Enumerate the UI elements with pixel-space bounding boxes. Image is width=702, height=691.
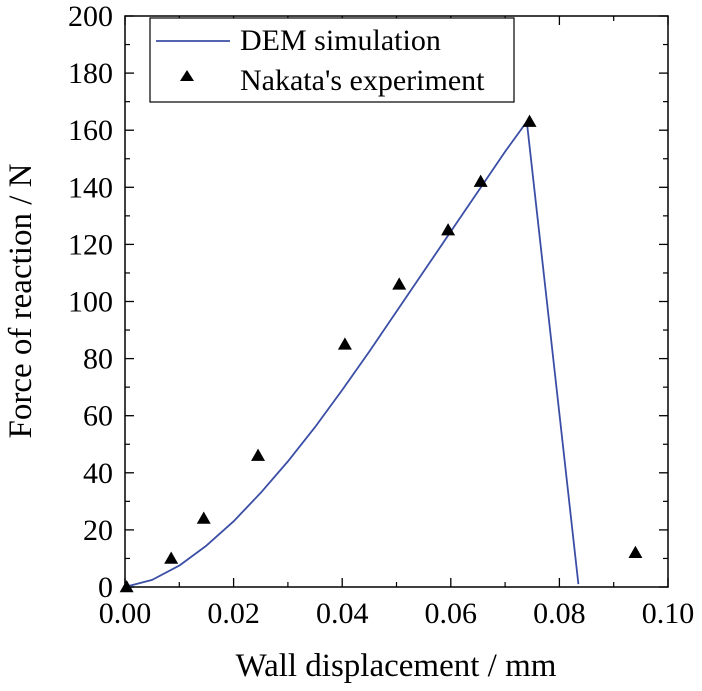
legend-triangle-marker bbox=[180, 70, 194, 81]
y-tick-label: 20 bbox=[83, 514, 113, 547]
experiment-point-marker bbox=[473, 174, 488, 187]
y-tick-label: 200 bbox=[68, 0, 113, 33]
x-tick-label: 0.00 bbox=[99, 597, 152, 630]
y-tick-label: 60 bbox=[83, 400, 113, 433]
x-tick-label: 0.06 bbox=[425, 597, 478, 630]
x-tick-labels: 0.00 0.02 0.04 0.06 0.08 0.10 bbox=[99, 597, 695, 630]
x-tick-label: 0.04 bbox=[316, 597, 369, 630]
y-axis-title: Force of reaction / N bbox=[3, 163, 39, 438]
legend-label-nakata-experiment: Nakata's experiment bbox=[240, 64, 485, 97]
y-tick-label: 140 bbox=[68, 171, 113, 204]
y-tick-label: 120 bbox=[68, 228, 113, 261]
experiment-point-marker bbox=[337, 337, 352, 350]
y-tick-label: 160 bbox=[68, 114, 113, 147]
y-tick-labels: 0 20 40 60 80 100 120 140 160 180 200 bbox=[68, 0, 113, 604]
y-tick-label: 0 bbox=[98, 571, 113, 604]
legend-box bbox=[149, 17, 515, 103]
legend-label-dem-simulation: DEM simulation bbox=[240, 24, 441, 57]
experiment-point-marker bbox=[251, 448, 266, 461]
y-tick-label: 100 bbox=[68, 286, 113, 319]
experiment-point-marker bbox=[441, 223, 456, 236]
y-tick-label: 80 bbox=[83, 343, 113, 376]
x-tick-label: 0.08 bbox=[533, 597, 586, 630]
legend: DEM simulation Nakata's experiment bbox=[149, 17, 515, 103]
experiment-point-marker bbox=[628, 545, 643, 558]
x-tick-label: 0.02 bbox=[207, 597, 260, 630]
x-tick-label: 0.10 bbox=[642, 597, 695, 630]
y-tick-label: 40 bbox=[83, 457, 113, 490]
series-line-dem-simulation bbox=[124, 120, 580, 588]
experiment-point-marker bbox=[164, 551, 179, 564]
experiment-point-marker bbox=[392, 277, 407, 290]
series-layer bbox=[119, 114, 643, 593]
experiment-point-marker bbox=[119, 580, 134, 593]
experiment-point-marker bbox=[196, 511, 211, 524]
x-axis-title: Wall displacement / mm bbox=[236, 648, 557, 684]
experiment-point-marker bbox=[522, 114, 537, 127]
y-tick-label: 180 bbox=[68, 57, 113, 90]
